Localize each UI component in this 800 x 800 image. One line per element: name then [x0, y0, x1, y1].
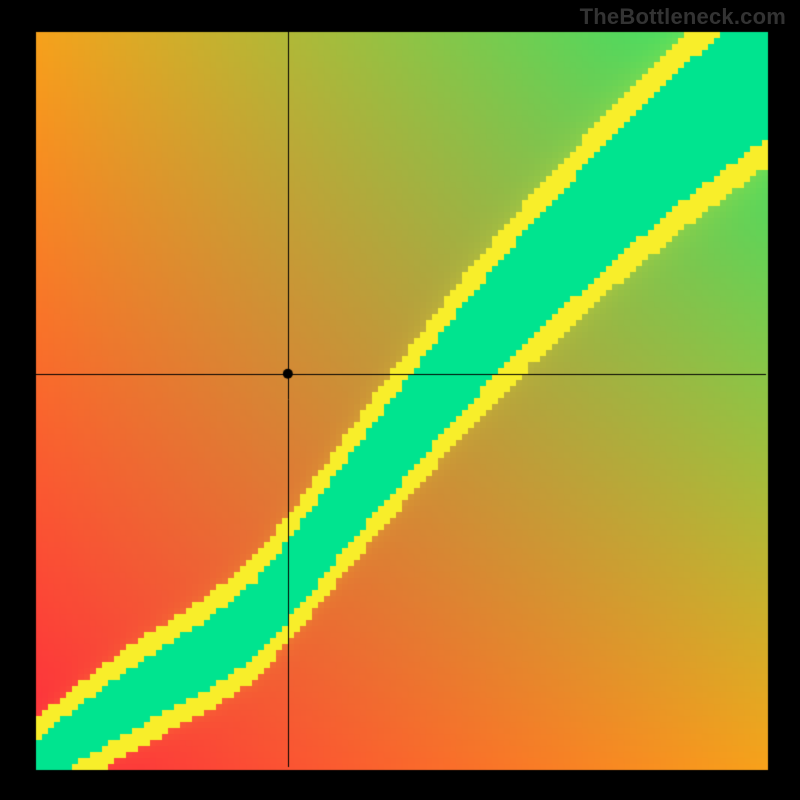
heatmap-canvas	[0, 0, 800, 800]
chart-container: TheBottleneck.com	[0, 0, 800, 800]
watermark-text: TheBottleneck.com	[580, 4, 786, 30]
